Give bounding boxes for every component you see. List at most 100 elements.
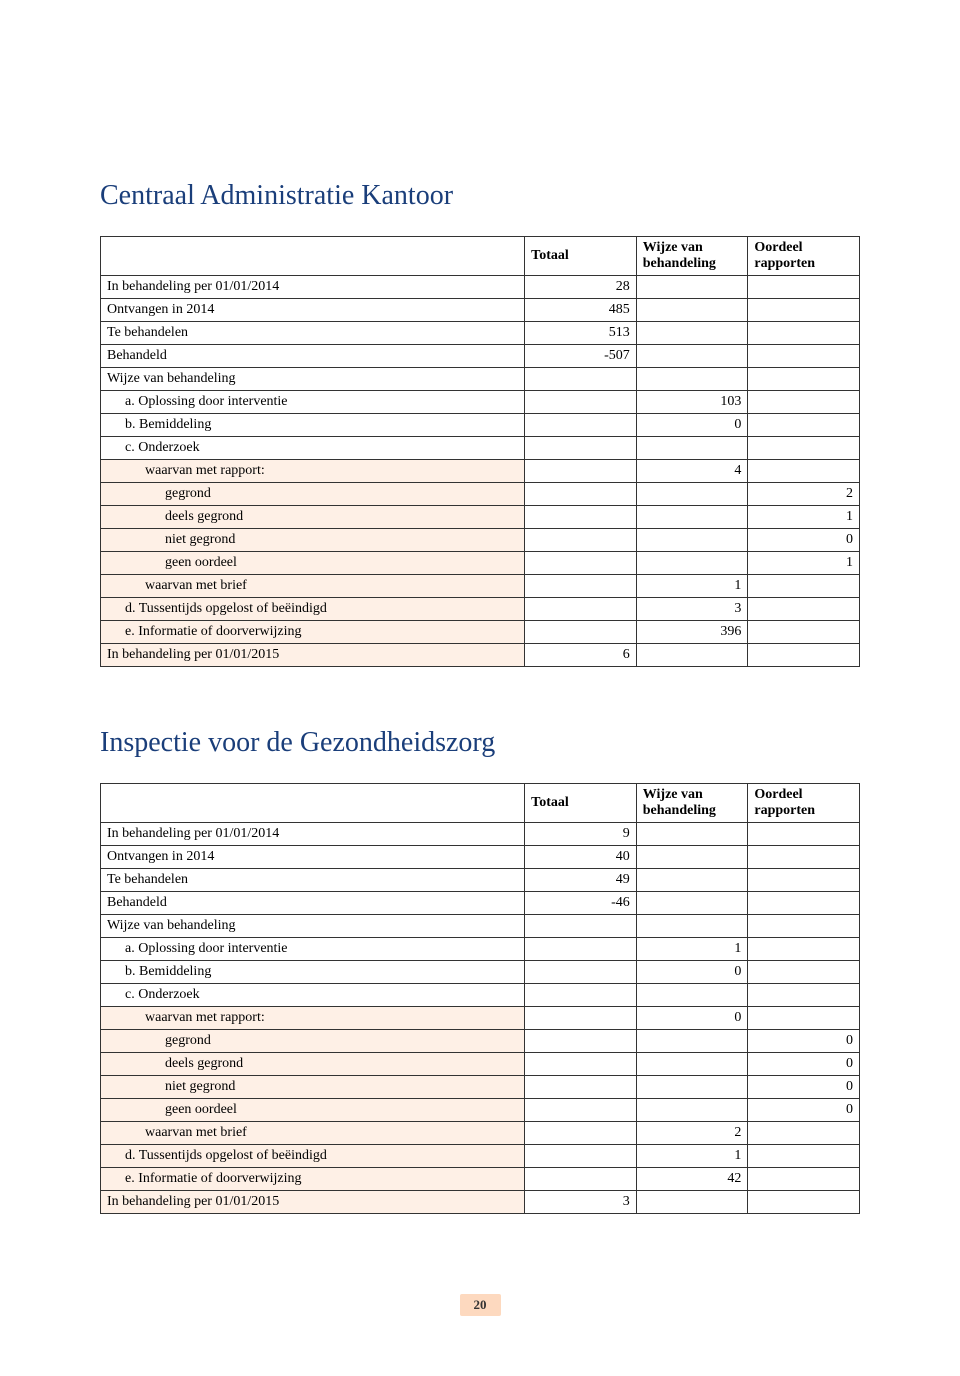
cell-totaal: 49 <box>525 869 637 892</box>
row-label: deels gegrond <box>101 506 525 529</box>
cell-wijze: 0 <box>636 961 748 984</box>
cell-totaal <box>525 1168 637 1191</box>
cell-wijze: 1 <box>636 938 748 961</box>
cell-totaal <box>525 938 637 961</box>
table-row: geen oordeel 0 <box>101 1099 860 1122</box>
header-wijze: Wijze van behandeling <box>636 237 748 276</box>
cell-totaal <box>525 552 637 575</box>
table-row: b. Bemiddeling 0 <box>101 414 860 437</box>
cell-oordeel <box>748 984 860 1007</box>
row-label: geen oordeel <box>101 1099 525 1122</box>
cell-wijze: 1 <box>636 575 748 598</box>
table-row: In behandeling per 01/01/20149 <box>101 823 860 846</box>
row-label: d. Tussentijds opgelost of beëindigd <box>101 598 525 621</box>
cell-totaal: 485 <box>525 299 637 322</box>
cell-totaal <box>525 483 637 506</box>
header-totaal: Totaal <box>525 237 637 276</box>
cell-oordeel: 0 <box>748 1030 860 1053</box>
cell-oordeel <box>748 598 860 621</box>
cell-wijze <box>636 1053 748 1076</box>
cell-oordeel <box>748 276 860 299</box>
row-label: In behandeling per 01/01/2015 <box>101 644 525 667</box>
row-label: b. Bemiddeling <box>101 414 525 437</box>
cell-totaal <box>525 1145 637 1168</box>
table-row: In behandeling per 01/01/20156 <box>101 644 860 667</box>
row-label: In behandeling per 01/01/2014 <box>101 823 525 846</box>
cell-oordeel <box>748 460 860 483</box>
cell-wijze <box>636 1030 748 1053</box>
row-label: niet gegrond <box>101 529 525 552</box>
row-label: deels gegrond <box>101 1053 525 1076</box>
row-label: Ontvangen in 2014 <box>101 299 525 322</box>
cell-oordeel <box>748 823 860 846</box>
cell-totaal: 3 <box>525 1191 637 1214</box>
row-label: e. Informatie of doorverwijzing <box>101 1168 525 1191</box>
table-row: Ontvangen in 2014485 <box>101 299 860 322</box>
cell-totaal <box>525 529 637 552</box>
table-row: gegrond0 <box>101 1030 860 1053</box>
cell-oordeel <box>748 575 860 598</box>
cell-oordeel <box>748 938 860 961</box>
cell-oordeel <box>748 322 860 345</box>
cell-oordeel <box>748 414 860 437</box>
table-row: c. Onderzoek <box>101 437 860 460</box>
cell-wijze <box>636 644 748 667</box>
row-label: niet gegrond <box>101 1076 525 1099</box>
row-label: waarvan met rapport: <box>101 460 525 483</box>
header-wijze: Wijze van behandeling <box>636 784 748 823</box>
section2-title: Inspectie voor de Gezondheidszorg <box>100 727 860 759</box>
cell-totaal <box>525 1007 637 1030</box>
section1-table: Totaal Wijze van behandeling Oordeel rap… <box>100 236 860 667</box>
cell-oordeel <box>748 644 860 667</box>
cell-wijze: 0 <box>636 1007 748 1030</box>
table-row: niet gegrond0 <box>101 529 860 552</box>
table-row: d. Tussentijds opgelost of beëindigd1 <box>101 1145 860 1168</box>
section2-table: Totaal Wijze van behandeling Oordeel rap… <box>100 783 860 1214</box>
cell-oordeel <box>748 1168 860 1191</box>
cell-oordeel: 1 <box>748 552 860 575</box>
table-row: d. Tussentijds opgelost of beëindigd3 <box>101 598 860 621</box>
cell-oordeel <box>748 961 860 984</box>
table-row: b. Bemiddeling0 <box>101 961 860 984</box>
cell-wijze <box>636 345 748 368</box>
cell-oordeel <box>748 345 860 368</box>
table-row: Te behandelen513 <box>101 322 860 345</box>
table-row: a. Oplossing door interventie103 <box>101 391 860 414</box>
cell-totaal <box>525 460 637 483</box>
cell-oordeel <box>748 1007 860 1030</box>
cell-wijze <box>636 984 748 1007</box>
cell-wijze: 0 <box>636 414 748 437</box>
table-row: e. Informatie of doorverwijzing 42 <box>101 1168 860 1191</box>
cell-wijze <box>636 552 748 575</box>
cell-wijze: 4 <box>636 460 748 483</box>
header-totaal: Totaal <box>525 784 637 823</box>
cell-oordeel <box>748 892 860 915</box>
cell-oordeel: 0 <box>748 1099 860 1122</box>
cell-oordeel <box>748 621 860 644</box>
cell-totaal <box>525 598 637 621</box>
table-row: Behandeld-507 <box>101 345 860 368</box>
cell-oordeel <box>748 1191 860 1214</box>
row-label: waarvan met rapport: <box>101 1007 525 1030</box>
cell-totaal <box>525 368 637 391</box>
cell-totaal <box>525 984 637 1007</box>
cell-oordeel <box>748 437 860 460</box>
cell-oordeel <box>748 846 860 869</box>
cell-totaal: 28 <box>525 276 637 299</box>
cell-oordeel <box>748 368 860 391</box>
cell-wijze <box>636 1076 748 1099</box>
cell-wijze <box>636 915 748 938</box>
cell-wijze <box>636 869 748 892</box>
cell-wijze: 42 <box>636 1168 748 1191</box>
header-blank <box>101 237 525 276</box>
row-label: Wijze van behandeling <box>101 368 525 391</box>
cell-totaal <box>525 915 637 938</box>
table-row: a. Oplossing door interventie1 <box>101 938 860 961</box>
cell-wijze: 396 <box>636 621 748 644</box>
table-row: c. Onderzoek <box>101 984 860 1007</box>
row-label: waarvan met brief <box>101 575 525 598</box>
cell-totaal: 9 <box>525 823 637 846</box>
cell-oordeel <box>748 915 860 938</box>
cell-oordeel: 0 <box>748 1053 860 1076</box>
cell-totaal: -46 <box>525 892 637 915</box>
